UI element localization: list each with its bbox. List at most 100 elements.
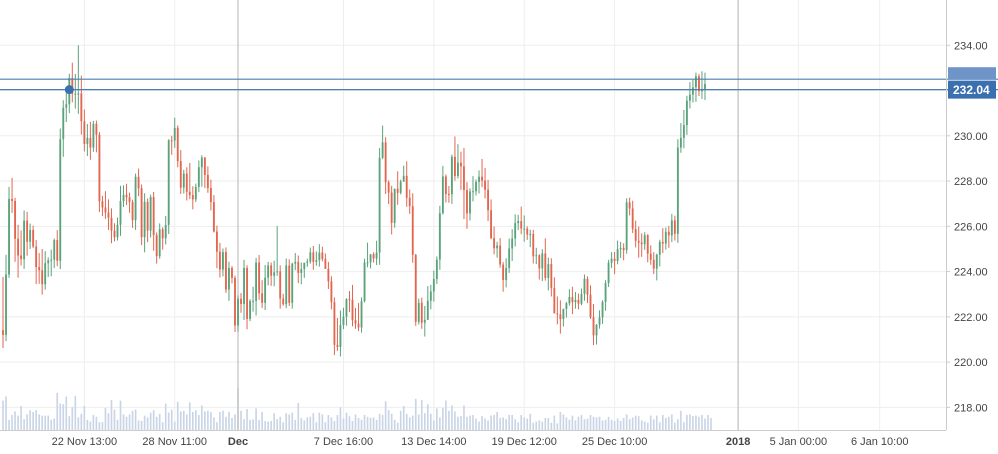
candle [589, 285, 592, 319]
candle [2, 277, 4, 349]
candle-body [357, 323, 360, 328]
volume-bar [77, 417, 80, 430]
candle-body [610, 258, 613, 263]
candle [137, 168, 140, 197]
candle [342, 307, 345, 330]
y-tick-label: 230.00 [954, 131, 988, 143]
candle-body [354, 320, 357, 324]
candle [80, 75, 83, 135]
volume-bar [264, 421, 266, 430]
volume-bar [291, 412, 294, 430]
candle [523, 215, 526, 242]
volume-bar [176, 401, 179, 430]
candle-body [441, 176, 444, 214]
volume-bar [185, 414, 188, 430]
candle-body [619, 248, 622, 250]
candle [469, 188, 471, 221]
candle-body [107, 212, 110, 218]
candle-body [53, 240, 56, 260]
candle [228, 261, 230, 301]
candle [11, 177, 13, 213]
candle [688, 82, 691, 109]
candle [92, 120, 95, 152]
candle-body [565, 303, 568, 309]
candle [47, 257, 50, 278]
candle [339, 310, 342, 357]
candle-body [679, 137, 682, 148]
candle-body [628, 202, 631, 209]
candle-body [255, 262, 258, 301]
line-anchor-point[interactable] [64, 85, 74, 95]
candle [514, 214, 517, 247]
candle [215, 225, 218, 269]
x-axis-ticks: 22 Nov 13:00 28 Nov 11:00 Dec 7 Dec 16:00 13… [52, 436, 909, 448]
candle-body [336, 344, 339, 347]
candle-body [282, 298, 285, 305]
candle [414, 253, 417, 326]
volume-bar [686, 415, 688, 430]
volume-bar [640, 420, 643, 430]
volume-bar [457, 416, 459, 430]
candle-body [514, 223, 517, 239]
volume-bar [625, 414, 628, 430]
candle-body [496, 245, 499, 249]
candle-body [583, 278, 586, 294]
volume-bar [496, 412, 498, 430]
volume-bar [321, 414, 324, 430]
candle [541, 249, 544, 282]
volume-bar [191, 412, 194, 430]
volume-bar [249, 419, 251, 430]
volume-bar [243, 419, 245, 430]
candle [478, 170, 480, 194]
candle-body [5, 274, 7, 335]
candle [568, 289, 571, 306]
candle-body [225, 252, 227, 290]
candle [89, 121, 92, 160]
volume-bar [26, 414, 28, 430]
candle-body [526, 228, 529, 235]
volume-bar [357, 418, 360, 430]
candle-body [264, 277, 267, 303]
marker[interactable] [64, 85, 74, 95]
candle-body [435, 259, 438, 280]
volume-bar [53, 418, 56, 430]
volume-bar [210, 412, 212, 430]
volume-bar [158, 413, 161, 430]
candle [384, 137, 387, 194]
volume-bar [59, 403, 62, 430]
horizontal-lines[interactable] [0, 78, 998, 91]
candle [538, 254, 541, 280]
volume-bar [182, 410, 185, 430]
candle-body [50, 259, 53, 261]
candle [475, 179, 477, 196]
volume-bar [179, 411, 182, 430]
candle-body [222, 252, 224, 270]
candle-body [270, 265, 273, 276]
candle-body [622, 248, 625, 251]
candle [432, 270, 435, 302]
candle [556, 296, 559, 325]
candle-body [228, 267, 230, 290]
volume-bar [20, 406, 22, 430]
volume-bar [411, 415, 414, 430]
volume-bar [101, 422, 104, 430]
volume-bar [222, 410, 224, 430]
candle-body [167, 140, 170, 225]
volume-bar [146, 417, 149, 430]
x-tick-label: 22 Nov 13:00 [52, 436, 117, 448]
candle-body [649, 253, 652, 260]
candle [185, 167, 188, 201]
volume-bar [360, 419, 363, 430]
candle-body [598, 317, 601, 325]
volume-bar [71, 407, 74, 430]
candle-body [664, 231, 667, 244]
candle-body [517, 221, 520, 224]
candle-body [661, 241, 664, 244]
volume-bar [345, 412, 348, 430]
grid [0, 0, 946, 430]
y-tick-label: 222.00 [954, 312, 988, 324]
candle [679, 123, 682, 153]
candle-body [134, 176, 137, 221]
